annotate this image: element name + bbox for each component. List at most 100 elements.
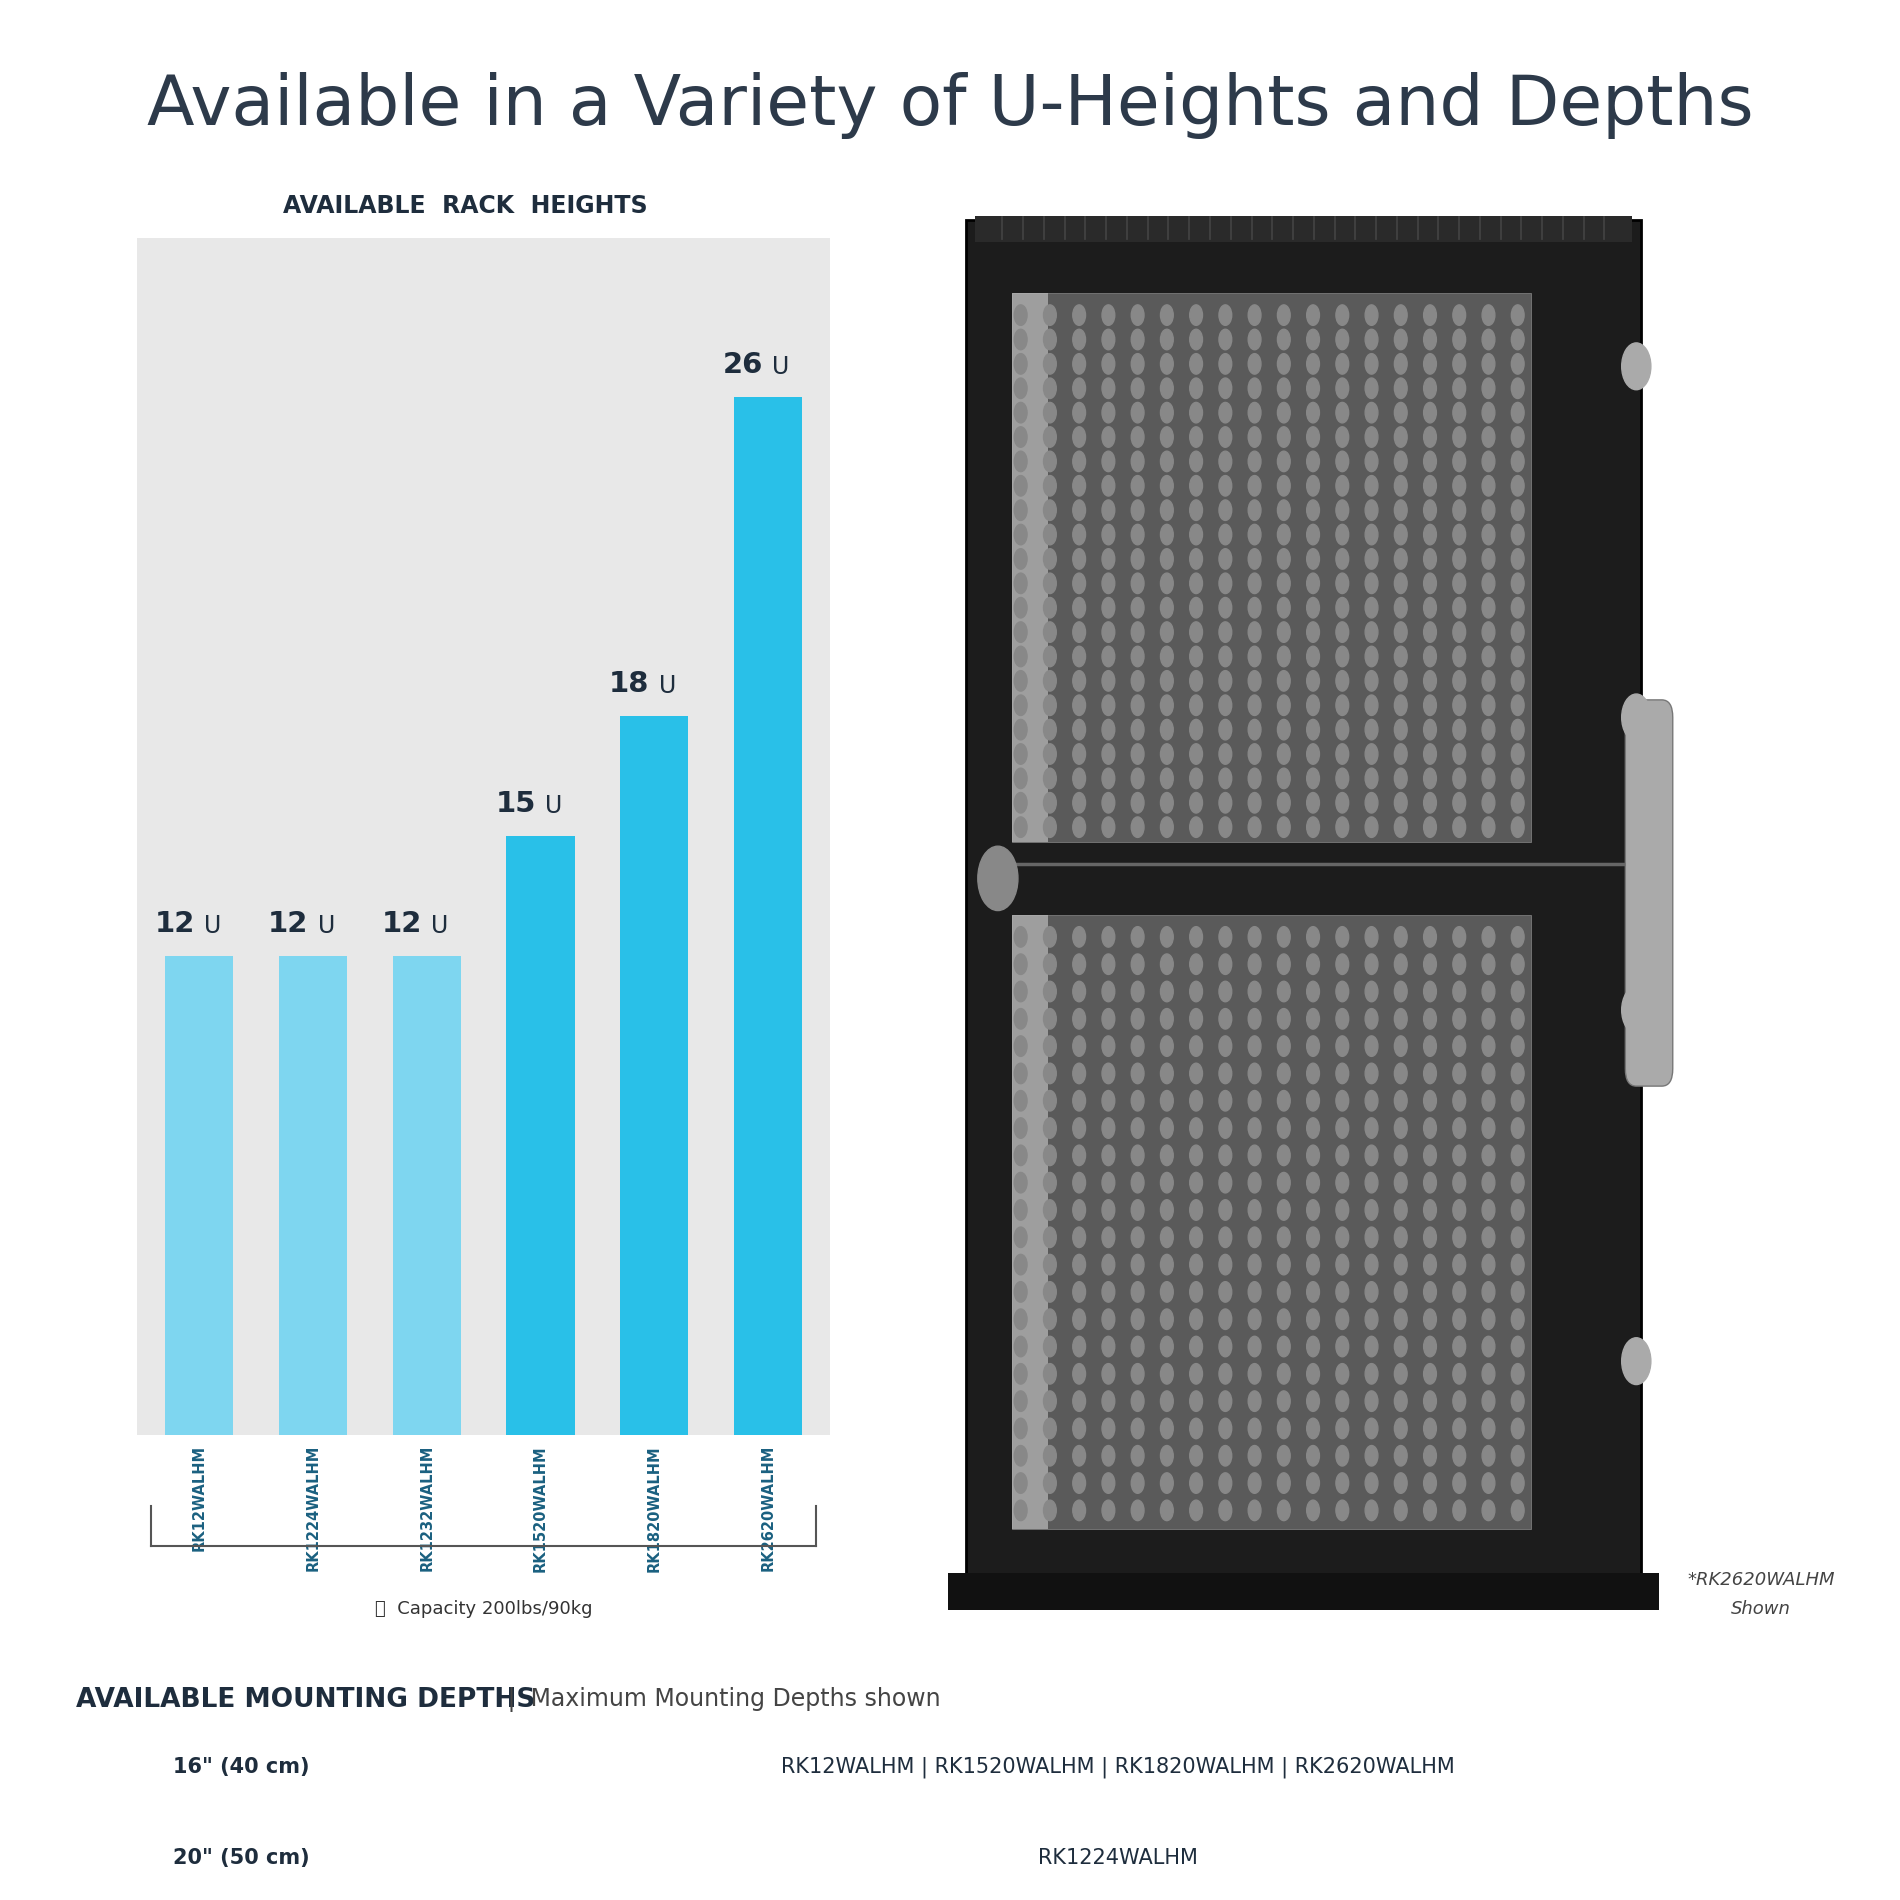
Circle shape (1364, 1364, 1378, 1383)
Circle shape (1482, 1146, 1495, 1165)
Circle shape (1074, 1417, 1085, 1438)
Circle shape (1043, 1282, 1056, 1302)
Circle shape (1423, 980, 1436, 1001)
Circle shape (1307, 927, 1319, 946)
Circle shape (1482, 1036, 1495, 1056)
Circle shape (1364, 1117, 1378, 1138)
Circle shape (1161, 927, 1174, 946)
Circle shape (1336, 621, 1349, 642)
Circle shape (1336, 927, 1349, 946)
Circle shape (1423, 1254, 1436, 1275)
Circle shape (1336, 1309, 1349, 1330)
Circle shape (1161, 500, 1174, 521)
Circle shape (1510, 621, 1524, 642)
Circle shape (1248, 475, 1262, 496)
Circle shape (1482, 329, 1495, 350)
Circle shape (1015, 792, 1028, 813)
Circle shape (1423, 646, 1436, 667)
Circle shape (1043, 817, 1056, 838)
Circle shape (1336, 1391, 1349, 1412)
Circle shape (1482, 574, 1495, 593)
Circle shape (1277, 1501, 1290, 1520)
Circle shape (1454, 1501, 1465, 1520)
Circle shape (1074, 1501, 1085, 1520)
Circle shape (1015, 954, 1028, 975)
Circle shape (1277, 743, 1290, 764)
Circle shape (1364, 1501, 1378, 1520)
Circle shape (1043, 329, 1056, 350)
Circle shape (1043, 743, 1056, 764)
Circle shape (1395, 1064, 1408, 1083)
Circle shape (1161, 1446, 1174, 1467)
Circle shape (1189, 927, 1203, 946)
Circle shape (1161, 817, 1174, 838)
Circle shape (1510, 1446, 1524, 1467)
Circle shape (1482, 1364, 1495, 1383)
Circle shape (1102, 1036, 1115, 1056)
Circle shape (1161, 1064, 1174, 1083)
Circle shape (1161, 671, 1174, 692)
Circle shape (1336, 954, 1349, 975)
Circle shape (1623, 986, 1651, 1034)
Circle shape (1277, 1009, 1290, 1030)
Circle shape (1482, 817, 1495, 838)
Circle shape (1102, 768, 1115, 788)
Circle shape (1454, 304, 1465, 325)
Circle shape (1248, 792, 1262, 813)
Circle shape (1395, 549, 1408, 570)
Circle shape (1161, 1501, 1174, 1520)
Circle shape (1130, 1091, 1144, 1112)
Circle shape (1307, 475, 1319, 496)
Circle shape (1043, 450, 1056, 471)
Circle shape (1277, 1391, 1290, 1412)
Circle shape (1248, 1146, 1262, 1165)
Circle shape (1161, 768, 1174, 788)
Circle shape (1336, 1064, 1349, 1083)
Circle shape (1277, 1336, 1290, 1357)
Circle shape (1482, 646, 1495, 667)
Circle shape (1454, 549, 1465, 570)
Circle shape (1423, 500, 1436, 521)
Circle shape (1364, 817, 1378, 838)
Circle shape (1423, 1064, 1436, 1083)
Circle shape (1336, 1254, 1349, 1275)
Circle shape (1336, 524, 1349, 545)
Circle shape (1307, 1009, 1319, 1030)
Circle shape (1043, 1254, 1056, 1275)
Circle shape (1189, 475, 1203, 496)
Circle shape (1277, 1254, 1290, 1275)
Circle shape (1277, 378, 1290, 399)
Circle shape (1189, 304, 1203, 325)
Circle shape (1423, 817, 1436, 838)
Circle shape (1395, 1036, 1408, 1056)
Circle shape (1277, 1417, 1290, 1438)
Circle shape (1189, 1282, 1203, 1302)
Circle shape (1395, 450, 1408, 471)
Circle shape (1277, 524, 1290, 545)
Circle shape (1482, 1472, 1495, 1493)
Circle shape (1277, 1364, 1290, 1383)
Circle shape (1623, 342, 1651, 390)
Circle shape (1074, 817, 1085, 838)
Circle shape (1130, 1501, 1144, 1520)
Circle shape (1161, 720, 1174, 739)
Circle shape (1043, 927, 1056, 946)
Circle shape (1364, 549, 1378, 570)
Circle shape (1364, 1282, 1378, 1302)
Circle shape (1454, 1036, 1465, 1056)
Circle shape (1248, 329, 1262, 350)
Circle shape (1015, 1227, 1028, 1248)
Circle shape (1395, 378, 1408, 399)
Circle shape (1510, 1417, 1524, 1438)
Circle shape (1102, 792, 1115, 813)
Circle shape (1015, 500, 1028, 521)
Circle shape (1130, 671, 1144, 692)
Circle shape (1336, 1472, 1349, 1493)
Circle shape (1510, 329, 1524, 350)
Circle shape (1220, 817, 1231, 838)
Circle shape (1395, 428, 1408, 446)
Circle shape (1454, 329, 1465, 350)
Circle shape (1189, 1254, 1203, 1275)
Circle shape (1189, 1117, 1203, 1138)
Circle shape (1277, 1282, 1290, 1302)
